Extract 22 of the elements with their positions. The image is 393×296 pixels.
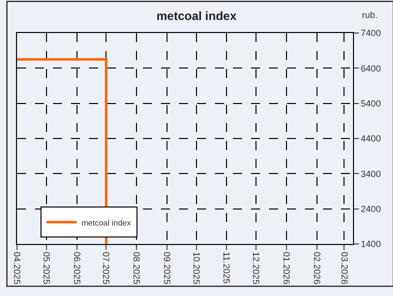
y-tick-label: 7400	[360, 28, 381, 38]
x-tick-label: 04.2025	[12, 252, 22, 284]
chart-title: metcoal index	[156, 9, 237, 24]
x-tick-label: 05.2025	[41, 252, 52, 284]
x-tick-label: 01.2026	[281, 252, 292, 284]
x-tick-label: 08.2025	[132, 252, 142, 284]
y-tick-label: 3400	[360, 168, 381, 179]
x-tick-label: 11.2025	[222, 252, 232, 284]
y-axis-title: rub.	[362, 10, 378, 20]
y-tick-label: 6400	[360, 63, 381, 74]
x-tick-label: 03.2026	[339, 252, 350, 284]
x-tick-label: 10.2025	[191, 252, 202, 284]
legend-label: metcoal index	[82, 218, 131, 228]
x-tick-label: 12.2025	[251, 252, 262, 284]
x-tick-label: 02.2026	[312, 252, 322, 284]
y-tick-label: 4400	[360, 134, 381, 144]
x-tick-label: 06.2025	[72, 252, 82, 284]
y-tick-label: 2400	[360, 204, 381, 214]
x-tick-label: 09.2025	[162, 252, 172, 284]
x-tick-label: 07.2025	[101, 252, 112, 284]
y-tick-label: 1400	[360, 239, 381, 250]
y-tick-label: 5400	[360, 98, 381, 108]
